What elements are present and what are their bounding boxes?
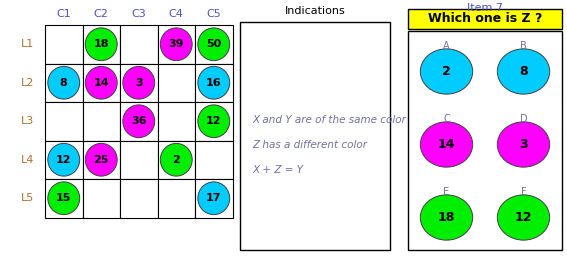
Bar — [408, 31, 562, 250]
Ellipse shape — [160, 28, 192, 61]
Ellipse shape — [48, 143, 80, 176]
Ellipse shape — [420, 49, 473, 94]
Text: 14: 14 — [94, 78, 109, 88]
Bar — [83, 64, 120, 102]
Text: A: A — [443, 41, 450, 51]
Bar — [45, 25, 83, 64]
Text: 25: 25 — [94, 155, 109, 165]
Text: X and Y are of the same color: X and Y are of the same color — [252, 115, 406, 125]
Text: D: D — [520, 114, 527, 123]
Bar — [45, 102, 83, 140]
Text: L4: L4 — [22, 155, 35, 165]
Text: Z has a different color: Z has a different color — [252, 140, 367, 150]
Bar — [83, 102, 120, 140]
Text: C5: C5 — [206, 9, 221, 19]
Text: 14: 14 — [438, 138, 455, 151]
Bar — [45, 64, 83, 102]
Text: 16: 16 — [206, 78, 222, 88]
Bar — [158, 140, 195, 179]
Text: 8: 8 — [60, 78, 67, 88]
Text: 50: 50 — [206, 39, 221, 49]
Ellipse shape — [198, 182, 230, 215]
Text: 12: 12 — [515, 211, 532, 224]
Text: Item 7: Item 7 — [467, 3, 503, 13]
Bar — [195, 64, 232, 102]
Text: C: C — [443, 114, 450, 123]
Text: L2: L2 — [22, 78, 35, 88]
Text: C2: C2 — [94, 9, 109, 19]
Ellipse shape — [497, 195, 549, 240]
Ellipse shape — [497, 122, 549, 167]
Text: L3: L3 — [22, 116, 35, 126]
Text: 8: 8 — [519, 65, 528, 78]
Text: 36: 36 — [131, 116, 146, 126]
Ellipse shape — [420, 195, 473, 240]
Ellipse shape — [497, 49, 549, 94]
Ellipse shape — [198, 28, 230, 61]
Bar — [195, 179, 232, 218]
Bar — [120, 64, 158, 102]
Ellipse shape — [123, 105, 155, 138]
Bar — [195, 102, 232, 140]
Text: 18: 18 — [94, 39, 109, 49]
Bar — [120, 140, 158, 179]
Text: 17: 17 — [206, 193, 222, 203]
Text: B: B — [520, 41, 527, 51]
Bar — [83, 179, 120, 218]
Bar — [158, 64, 195, 102]
Text: 18: 18 — [438, 211, 455, 224]
Bar — [195, 140, 232, 179]
Ellipse shape — [198, 67, 230, 99]
Bar — [158, 25, 195, 64]
Bar — [120, 102, 158, 140]
Bar — [158, 179, 195, 218]
Ellipse shape — [198, 105, 230, 138]
Text: E: E — [443, 187, 450, 197]
Text: 3: 3 — [519, 138, 528, 151]
Bar — [158, 102, 195, 140]
Ellipse shape — [48, 182, 80, 215]
Text: C1: C1 — [56, 9, 71, 19]
Text: L1: L1 — [22, 39, 35, 49]
Bar — [83, 140, 120, 179]
Bar — [83, 25, 120, 64]
Ellipse shape — [48, 67, 80, 99]
Text: C3: C3 — [132, 9, 146, 19]
Text: X + Z = Y: X + Z = Y — [252, 165, 303, 175]
Ellipse shape — [85, 143, 117, 176]
Text: 12: 12 — [56, 155, 71, 165]
Bar — [240, 22, 390, 250]
Bar — [120, 179, 158, 218]
Text: 3: 3 — [135, 78, 142, 88]
Text: 2: 2 — [442, 65, 451, 78]
Text: 39: 39 — [168, 39, 184, 49]
Text: C4: C4 — [169, 9, 184, 19]
Bar — [195, 25, 232, 64]
Text: 2: 2 — [172, 155, 180, 165]
Text: Which one is Z ?: Which one is Z ? — [428, 12, 542, 25]
Ellipse shape — [85, 67, 117, 99]
Bar — [120, 25, 158, 64]
Bar — [408, 9, 562, 29]
Ellipse shape — [420, 122, 473, 167]
Text: L5: L5 — [22, 193, 35, 203]
Text: F: F — [521, 187, 526, 197]
Text: Indications: Indications — [285, 6, 345, 16]
Text: 12: 12 — [206, 116, 222, 126]
Ellipse shape — [160, 143, 192, 176]
Ellipse shape — [123, 67, 155, 99]
Ellipse shape — [85, 28, 117, 61]
Bar — [45, 140, 83, 179]
Bar — [45, 179, 83, 218]
Text: 15: 15 — [56, 193, 71, 203]
